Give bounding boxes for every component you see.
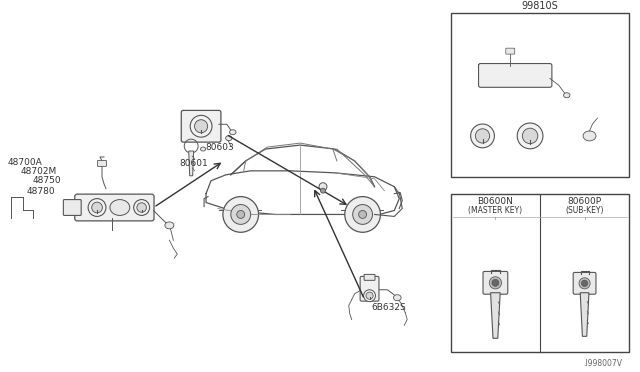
Text: (SUB-KEY): (SUB-KEY) [565, 206, 604, 215]
Circle shape [137, 203, 147, 212]
Ellipse shape [230, 130, 236, 135]
Text: 48700A: 48700A [8, 158, 43, 167]
Circle shape [492, 279, 499, 286]
Text: B0600N: B0600N [477, 196, 513, 206]
Ellipse shape [563, 93, 570, 98]
Circle shape [237, 211, 244, 218]
FancyBboxPatch shape [479, 64, 552, 87]
Polygon shape [580, 293, 589, 336]
Circle shape [476, 129, 490, 143]
Circle shape [581, 280, 588, 286]
Text: 6B632S: 6B632S [372, 302, 406, 312]
Circle shape [92, 202, 102, 213]
Circle shape [231, 205, 251, 224]
Circle shape [321, 188, 326, 193]
FancyBboxPatch shape [75, 194, 154, 221]
Circle shape [523, 68, 537, 82]
FancyBboxPatch shape [97, 160, 106, 166]
FancyBboxPatch shape [63, 200, 81, 215]
Circle shape [493, 68, 508, 82]
Circle shape [364, 290, 376, 302]
Text: 80600P: 80600P [568, 196, 602, 206]
Circle shape [579, 278, 590, 289]
Circle shape [223, 197, 259, 232]
Circle shape [470, 124, 495, 148]
Circle shape [195, 120, 207, 133]
FancyBboxPatch shape [506, 48, 515, 54]
Circle shape [496, 71, 504, 80]
Bar [451, 13, 629, 177]
Text: 48750: 48750 [33, 176, 61, 185]
Text: 48702M: 48702M [20, 167, 57, 176]
Circle shape [522, 128, 538, 144]
Circle shape [134, 200, 150, 215]
Polygon shape [491, 293, 500, 338]
FancyBboxPatch shape [364, 275, 375, 280]
Text: .I998007V: .I998007V [583, 359, 622, 368]
Polygon shape [189, 151, 194, 176]
Circle shape [345, 197, 380, 232]
Ellipse shape [583, 131, 596, 141]
Circle shape [366, 292, 373, 299]
FancyBboxPatch shape [360, 276, 379, 301]
Ellipse shape [110, 200, 130, 215]
FancyBboxPatch shape [181, 110, 221, 142]
Text: (MASTER KEY): (MASTER KEY) [468, 206, 522, 215]
Circle shape [358, 211, 367, 218]
Text: 80603: 80603 [205, 143, 234, 152]
Ellipse shape [200, 147, 205, 151]
FancyBboxPatch shape [573, 272, 596, 294]
Text: 48780: 48780 [27, 187, 55, 196]
Circle shape [190, 115, 212, 137]
FancyBboxPatch shape [483, 272, 508, 294]
Ellipse shape [394, 295, 401, 301]
Circle shape [319, 183, 327, 191]
Text: 80601: 80601 [179, 159, 208, 168]
Circle shape [353, 205, 372, 224]
Text: 99810S: 99810S [522, 1, 558, 11]
Bar [451, 194, 629, 352]
Circle shape [490, 277, 502, 289]
Ellipse shape [165, 222, 174, 229]
Circle shape [88, 199, 106, 217]
Ellipse shape [226, 136, 232, 141]
Circle shape [526, 71, 534, 80]
Circle shape [517, 123, 543, 149]
